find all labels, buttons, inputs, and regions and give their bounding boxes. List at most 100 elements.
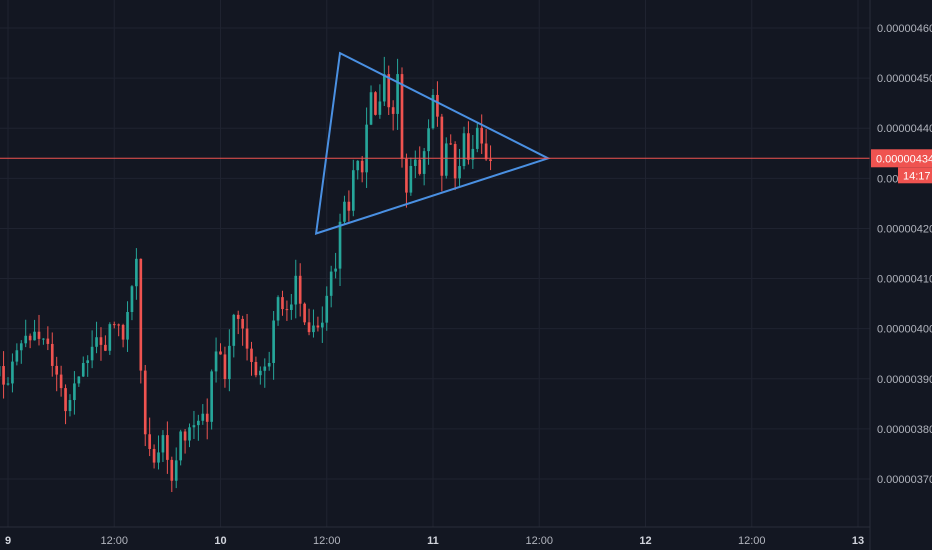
- candle-body: [387, 74, 391, 108]
- candle-body: [37, 331, 41, 339]
- candle-body: [214, 351, 218, 372]
- candle-body: [130, 286, 134, 312]
- candle-body: [174, 460, 178, 481]
- candle-body: [369, 92, 373, 125]
- candle-body: [351, 170, 355, 211]
- candle-body: [382, 74, 386, 102]
- candle-body: [347, 201, 351, 211]
- candle-body: [210, 371, 213, 422]
- candle-body: [157, 452, 160, 463]
- time-tick-label: 12:00: [100, 535, 128, 547]
- candle-countdown: 14:17: [903, 170, 931, 182]
- current-price-badge-bg: [871, 149, 932, 168]
- candle-body: [192, 425, 196, 428]
- candle-body: [64, 388, 67, 412]
- candle-body: [276, 297, 280, 321]
- candle-body: [77, 376, 81, 384]
- candle-body: [334, 268, 337, 272]
- candle-body: [33, 331, 36, 341]
- candle-body: [267, 362, 271, 367]
- candle-body: [254, 361, 258, 376]
- candle-body: [179, 431, 182, 461]
- symmetrical-triangle-drawing[interactable]: [314, 51, 551, 235]
- candle-body: [121, 324, 125, 340]
- candle-body: [245, 328, 249, 349]
- candle-body: [197, 420, 200, 426]
- time-tick-label: 12: [639, 535, 651, 547]
- price-tick-label: 0.00000380: [877, 424, 932, 436]
- candle-body: [436, 94, 439, 117]
- candle-body: [427, 128, 430, 152]
- price-axis[interactable]: 0.000004600.000004500.000004400.00000430…: [877, 23, 932, 486]
- candle-body: [484, 143, 488, 160]
- candle-body: [400, 74, 404, 159]
- candle-body: [6, 383, 10, 385]
- candle-body: [139, 258, 143, 371]
- candle-body: [95, 337, 98, 347]
- candle-body: [418, 159, 422, 174]
- time-tick-label: 9: [5, 535, 11, 547]
- candle-body: [86, 360, 90, 364]
- candle-body: [236, 314, 240, 319]
- candle-body: [59, 374, 63, 389]
- candle-body: [312, 325, 315, 333]
- candle-body: [183, 431, 187, 441]
- candle-body: [360, 160, 364, 173]
- candle-body: [467, 133, 470, 160]
- candle-body: [462, 133, 466, 167]
- candle-body: [365, 124, 368, 173]
- candle-body: [409, 165, 413, 193]
- candle-body: [303, 303, 306, 323]
- candle-body: [148, 434, 151, 449]
- price-tick-label: 0.00000410: [877, 274, 932, 286]
- candle-body: [99, 337, 103, 345]
- candle-body: [250, 348, 253, 362]
- candle-body: [453, 144, 457, 179]
- candle-body: [471, 148, 475, 160]
- triangle-pattern[interactable]: [314, 51, 551, 235]
- candle-body: [135, 258, 138, 287]
- candle-body: [166, 435, 169, 460]
- candle-body: [46, 338, 50, 344]
- candle-body: [343, 201, 346, 222]
- candle-body: [143, 370, 147, 435]
- candle-body: [396, 74, 399, 114]
- candle-body: [316, 325, 320, 328]
- candle-body: [307, 322, 311, 333]
- candle-body: [68, 400, 72, 412]
- candle-body: [228, 345, 231, 380]
- candle-body: [290, 304, 293, 310]
- candle-body: [325, 295, 329, 323]
- candle-body: [19, 343, 23, 351]
- candle-body: [24, 335, 28, 344]
- candles: [0, 56, 492, 493]
- candle-body: [440, 116, 444, 176]
- price-tick-label: 0.00000460: [877, 23, 932, 35]
- candle-body: [161, 435, 165, 453]
- candle-body: [241, 318, 244, 329]
- candle-body: [422, 151, 426, 174]
- price-axis-background: [870, 0, 932, 550]
- candle-body: [219, 351, 222, 355]
- candle-body: [108, 324, 112, 351]
- candle-body: [188, 427, 191, 441]
- time-axis[interactable]: 9 12:00 10 12:00 11 12:00 12 12:00 13: [5, 535, 864, 547]
- price-tick-label: 0.00000370: [877, 474, 932, 486]
- current-price-value: 0.00000434: [876, 153, 932, 165]
- candle-body: [42, 338, 45, 340]
- candle-body: [90, 346, 94, 361]
- candle-body: [405, 158, 408, 193]
- price-tick-label: 0.00000420: [877, 223, 932, 235]
- candle-body: [263, 366, 267, 371]
- time-tick-label: 12:00: [313, 535, 341, 547]
- candle-body: [298, 275, 302, 304]
- current-price-badge: 0.00000434 14:17: [871, 149, 932, 184]
- candle-body: [2, 366, 5, 385]
- candle-body: [281, 297, 284, 310]
- candle-body: [170, 459, 174, 481]
- price-tick-label: 0.00000390: [877, 374, 932, 386]
- time-tick-label: 12:00: [525, 535, 553, 547]
- candle-body: [489, 159, 492, 162]
- candle-body: [431, 94, 435, 129]
